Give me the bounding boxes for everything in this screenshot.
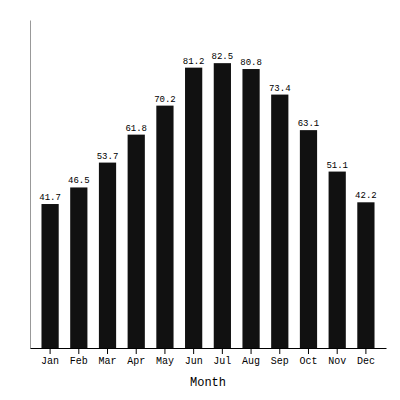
data-label: 46.5 — [68, 176, 90, 186]
x-tick-mark — [222, 348, 223, 354]
x-tick: Sep — [271, 348, 289, 367]
bar — [271, 95, 288, 348]
x-tick-label: May — [156, 356, 174, 367]
x-tick-mark — [136, 348, 137, 354]
data-label: 73.4 — [269, 84, 291, 94]
x-tick: May — [156, 348, 174, 367]
bar — [99, 163, 116, 348]
x-tick: Jun — [185, 348, 203, 367]
x-tick-mark — [337, 348, 338, 354]
x-tick-mark — [365, 348, 366, 354]
x-tick-mark — [251, 348, 252, 354]
x-axis-line — [31, 348, 387, 349]
x-tick: Mar — [99, 348, 117, 367]
bar — [242, 69, 259, 348]
x-tick-mark — [193, 348, 194, 354]
data-label: 80.8 — [240, 58, 262, 68]
x-tick-mark — [107, 348, 108, 354]
x-tick: Jul — [213, 348, 231, 367]
x-tick-label: Apr — [127, 356, 145, 367]
x-tick-label: Jun — [185, 356, 203, 367]
data-label: 81.2 — [183, 57, 205, 67]
data-label: 53.7 — [97, 152, 119, 162]
bar — [214, 63, 231, 348]
chart: Jan Feb Mar Apr May Jun Jul Aug Sep Oct Nov Dec 41.7… — [0, 0, 400, 400]
data-label: 61.8 — [125, 124, 147, 134]
x-tick-label: Dec — [357, 356, 375, 367]
x-tick-label: Sep — [271, 356, 289, 367]
y-axis-line — [30, 21, 31, 349]
bar — [41, 204, 58, 348]
data-label: 82.5 — [212, 52, 234, 62]
data-label: 41.7 — [39, 193, 61, 203]
data-label: 63.1 — [298, 119, 320, 129]
x-tick-mark — [78, 348, 79, 354]
data-label: 42.2 — [355, 191, 377, 201]
data-label: 70.2 — [154, 95, 176, 105]
x-tick-mark — [279, 348, 280, 354]
x-tick-mark — [164, 348, 165, 354]
x-tick: Aug — [242, 348, 260, 367]
x-tick-label: Jan — [41, 356, 59, 367]
bar — [300, 130, 317, 348]
x-tick-label: Mar — [99, 356, 117, 367]
x-tick-label: Feb — [70, 356, 88, 367]
data-label: 51.1 — [326, 161, 348, 171]
bar — [329, 172, 346, 348]
x-axis: Jan Feb Mar Apr May Jun Jul Aug Sep Oct Nov Dec — [31, 348, 387, 367]
x-tick: Oct — [299, 348, 317, 367]
x-tick: Dec — [357, 348, 375, 367]
bar — [357, 202, 374, 348]
x-tick-label: Nov — [328, 356, 346, 367]
data-labels: 41.7 46.5 53.7 61.8 70.2 81.2 82.5 80.8 73.4 63.1… — [39, 52, 376, 203]
x-tick-mark — [50, 348, 51, 354]
x-tick: Feb — [70, 348, 88, 367]
bar — [156, 106, 173, 348]
bar — [70, 187, 87, 348]
plot: Jan Feb Mar Apr May Jun Jul Aug Sep Oct Nov Dec 41.7… — [31, 21, 387, 368]
x-tick: Nov — [328, 348, 346, 367]
x-tick-label: Jul — [213, 356, 231, 367]
x-tick: Jan — [41, 348, 59, 367]
x-tick-label: Aug — [242, 356, 260, 367]
bar — [128, 135, 145, 348]
x-tick-label: Oct — [299, 356, 317, 367]
bar — [185, 68, 202, 348]
x-axis-title: Month — [190, 376, 226, 390]
y-axis — [30, 21, 31, 349]
x-tick: Apr — [127, 348, 145, 367]
x-tick-mark — [308, 348, 309, 354]
bars — [41, 63, 374, 348]
